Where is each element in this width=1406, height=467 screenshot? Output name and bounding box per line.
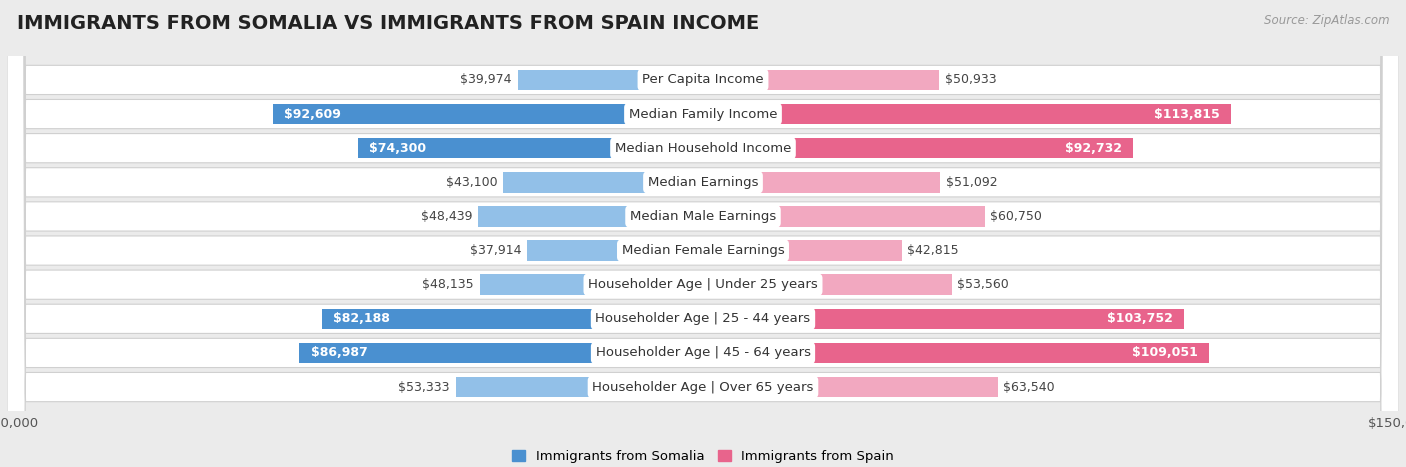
Text: $50,933: $50,933 bbox=[945, 73, 997, 86]
Bar bbox=[478, 206, 703, 226]
FancyBboxPatch shape bbox=[7, 0, 1399, 467]
Bar bbox=[703, 104, 1232, 124]
Bar bbox=[503, 172, 703, 192]
Text: $109,051: $109,051 bbox=[1132, 347, 1198, 360]
Bar bbox=[703, 138, 1133, 158]
Text: $92,609: $92,609 bbox=[284, 107, 342, 120]
Text: $39,974: $39,974 bbox=[460, 73, 512, 86]
Bar bbox=[703, 309, 1184, 329]
FancyBboxPatch shape bbox=[7, 0, 1399, 467]
Bar bbox=[273, 104, 703, 124]
Text: Per Capita Income: Per Capita Income bbox=[643, 73, 763, 86]
Text: $92,732: $92,732 bbox=[1066, 142, 1122, 155]
Text: $48,439: $48,439 bbox=[422, 210, 472, 223]
FancyBboxPatch shape bbox=[7, 0, 1399, 467]
Bar bbox=[703, 172, 941, 192]
Text: IMMIGRANTS FROM SOMALIA VS IMMIGRANTS FROM SPAIN INCOME: IMMIGRANTS FROM SOMALIA VS IMMIGRANTS FR… bbox=[17, 14, 759, 33]
Text: $103,752: $103,752 bbox=[1108, 312, 1173, 325]
FancyBboxPatch shape bbox=[7, 0, 1399, 467]
FancyBboxPatch shape bbox=[7, 0, 1399, 467]
Text: Median Earnings: Median Earnings bbox=[648, 176, 758, 189]
Text: $48,135: $48,135 bbox=[422, 278, 474, 291]
Bar bbox=[703, 206, 984, 226]
Text: $74,300: $74,300 bbox=[370, 142, 426, 155]
FancyBboxPatch shape bbox=[7, 0, 1399, 467]
Bar bbox=[517, 70, 703, 90]
Text: Householder Age | Over 65 years: Householder Age | Over 65 years bbox=[592, 381, 814, 394]
FancyBboxPatch shape bbox=[7, 0, 1399, 467]
Bar bbox=[299, 343, 703, 363]
FancyBboxPatch shape bbox=[7, 0, 1399, 467]
Text: $82,188: $82,188 bbox=[333, 312, 389, 325]
Bar bbox=[703, 377, 998, 397]
FancyBboxPatch shape bbox=[7, 0, 1399, 467]
Text: $60,750: $60,750 bbox=[990, 210, 1042, 223]
Bar bbox=[456, 377, 703, 397]
Text: $86,987: $86,987 bbox=[311, 347, 367, 360]
Bar bbox=[703, 343, 1209, 363]
Text: Median Family Income: Median Family Income bbox=[628, 107, 778, 120]
Text: $37,914: $37,914 bbox=[470, 244, 522, 257]
Bar bbox=[322, 309, 703, 329]
Text: $53,333: $53,333 bbox=[398, 381, 450, 394]
Text: Median Female Earnings: Median Female Earnings bbox=[621, 244, 785, 257]
Text: $51,092: $51,092 bbox=[946, 176, 997, 189]
Text: Source: ZipAtlas.com: Source: ZipAtlas.com bbox=[1264, 14, 1389, 27]
Text: $113,815: $113,815 bbox=[1154, 107, 1220, 120]
Legend: Immigrants from Somalia, Immigrants from Spain: Immigrants from Somalia, Immigrants from… bbox=[506, 445, 900, 467]
Bar bbox=[703, 275, 952, 295]
Bar bbox=[703, 70, 939, 90]
Bar bbox=[479, 275, 703, 295]
Text: $53,560: $53,560 bbox=[957, 278, 1010, 291]
Bar bbox=[527, 241, 703, 261]
Text: $63,540: $63,540 bbox=[1004, 381, 1054, 394]
Text: Householder Age | 25 - 44 years: Householder Age | 25 - 44 years bbox=[595, 312, 811, 325]
Text: Householder Age | 45 - 64 years: Householder Age | 45 - 64 years bbox=[596, 347, 810, 360]
FancyBboxPatch shape bbox=[7, 0, 1399, 467]
Text: $43,100: $43,100 bbox=[446, 176, 498, 189]
Text: $42,815: $42,815 bbox=[907, 244, 959, 257]
Bar bbox=[703, 241, 901, 261]
Text: Median Male Earnings: Median Male Earnings bbox=[630, 210, 776, 223]
Text: Median Household Income: Median Household Income bbox=[614, 142, 792, 155]
Text: Householder Age | Under 25 years: Householder Age | Under 25 years bbox=[588, 278, 818, 291]
Bar bbox=[359, 138, 703, 158]
